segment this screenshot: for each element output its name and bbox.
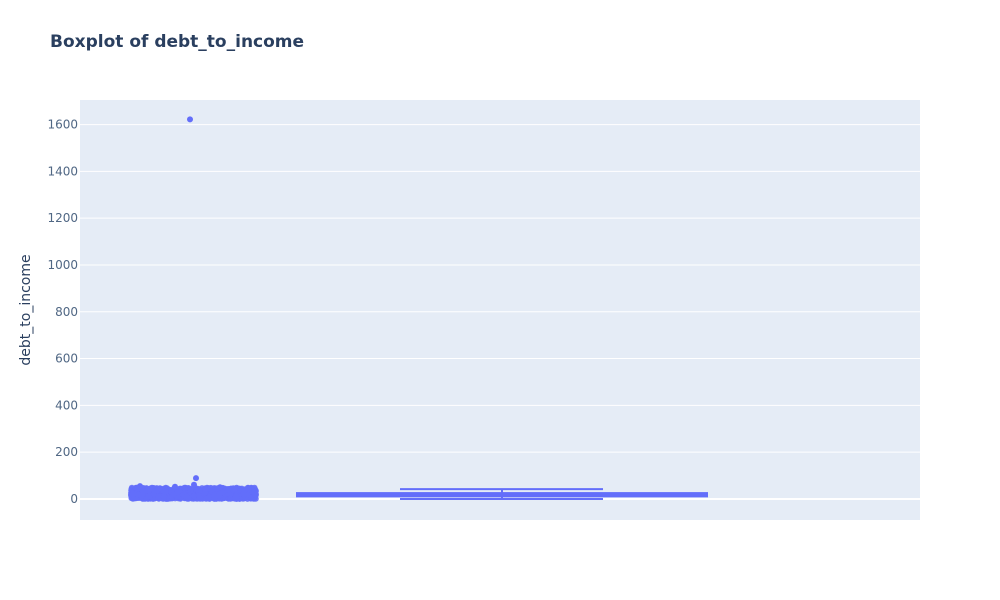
data-point [140,488,147,495]
outlier-point [172,483,178,490]
outlier-point [202,485,208,492]
y-tick-label: 400 [55,398,78,412]
data-point [251,489,258,496]
data-point [233,493,240,500]
outlier-point [157,485,163,492]
outlier-point [217,484,223,491]
outlier-point [137,483,143,490]
data-point [211,492,218,498]
y-axis-ticks: 0 200 400 600 800 1000 1200 1400 1600 [47,118,78,506]
y-tick-label: 1600 [47,118,78,132]
data-point [161,493,167,500]
y-tick-label: 0 [70,492,78,506]
data-point [203,495,210,502]
data-point [202,489,208,496]
y-tick-label: 200 [55,445,78,459]
data-point [129,491,136,498]
data-point [135,491,142,498]
box-trace [296,488,708,500]
data-points [128,116,259,502]
data-point [241,491,248,498]
data-point [191,493,198,500]
outlier-point [232,485,238,492]
data-point [183,493,190,500]
outlier-point [191,481,197,488]
y-tick-label: 600 [55,352,78,366]
outlier-point [147,485,153,492]
y-tick-label: 1400 [47,164,78,178]
outlier-point [193,475,199,482]
data-point [155,493,162,500]
data-point [170,491,177,498]
data-point [181,484,188,491]
y-axis-label: debt_to_income [18,254,34,365]
outlier-point [187,116,193,123]
chart-title: Boxplot of debt_to_income [50,32,305,52]
outlier-point [245,484,251,491]
data-point [225,486,232,493]
y-tick-label: 800 [55,305,78,319]
y-tick-label: 1200 [47,211,78,225]
data-point [196,495,203,502]
data-point [161,488,168,495]
plot-area [80,100,920,520]
data-point [219,489,225,496]
y-tick-label: 1000 [47,258,78,272]
